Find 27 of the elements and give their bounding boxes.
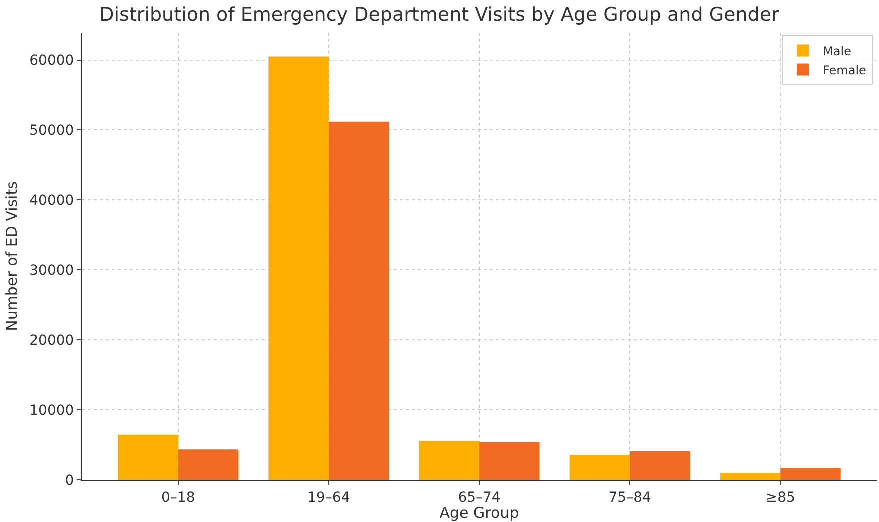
bar xyxy=(780,468,841,480)
bar xyxy=(480,442,540,480)
chart-title: Distribution of Emergency Department Visits by Age Group and Gender xyxy=(100,4,780,26)
legend-label: Female xyxy=(823,63,866,78)
x-tick-label: 0–18 xyxy=(161,490,196,506)
bar xyxy=(570,455,630,480)
y-tick-label: 60000 xyxy=(30,53,74,70)
x-axis-title: Age Group xyxy=(440,504,520,522)
bar xyxy=(630,451,690,480)
x-tick-label: 19–64 xyxy=(308,490,350,506)
y-axis-title: Number of ED Visits xyxy=(2,181,21,332)
y-tick-label: 50000 xyxy=(30,123,74,140)
y-tick-label: 0 xyxy=(65,472,74,489)
bar xyxy=(118,434,178,480)
bar xyxy=(268,56,329,480)
bar xyxy=(328,122,390,480)
y-tick-label: 10000 xyxy=(30,402,74,419)
y-tick-label: 30000 xyxy=(30,263,74,280)
bar xyxy=(419,441,480,480)
legend-label: Male xyxy=(823,44,852,58)
y-tick-label: 20000 xyxy=(30,332,74,349)
x-tick-label: ≥85 xyxy=(766,490,796,506)
x-tick-label: 65–74 xyxy=(458,490,501,506)
y-tick-label: 40000 xyxy=(30,193,74,210)
bar xyxy=(178,450,239,480)
bar xyxy=(720,473,781,480)
x-tick-label: 75–84 xyxy=(608,490,652,506)
